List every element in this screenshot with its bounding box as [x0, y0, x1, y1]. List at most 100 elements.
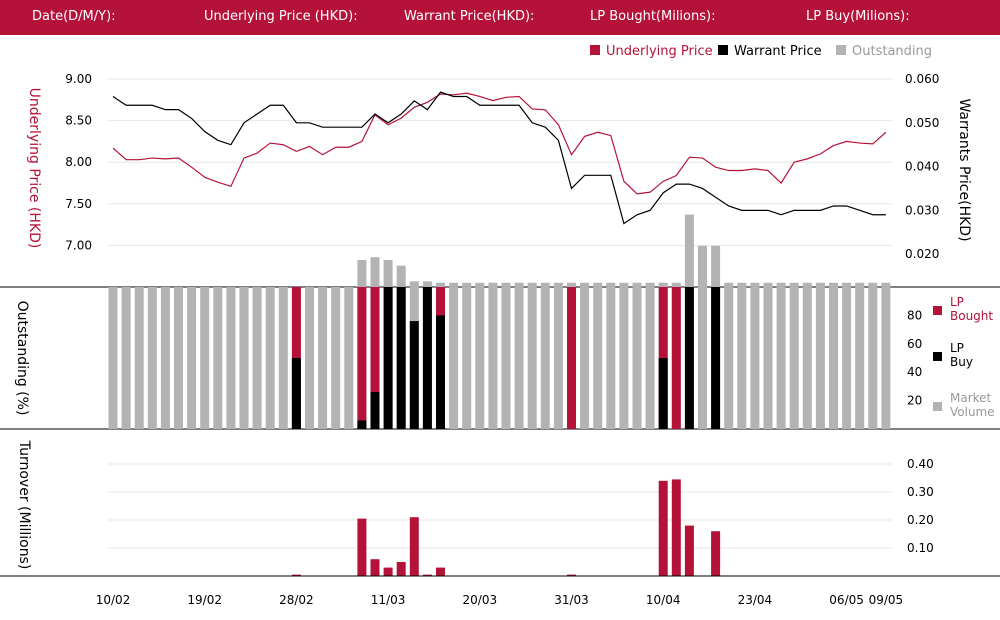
right-tick-label: 0.020 — [905, 247, 939, 261]
outstanding-bar — [789, 282, 799, 429]
x-tick-label: 28/02 — [279, 593, 314, 607]
lp-buy-bar — [409, 321, 419, 429]
outstanding-bar — [213, 287, 223, 429]
turnover-bar — [396, 562, 406, 576]
turnover-bar — [567, 574, 576, 576]
underlying-price-line — [112, 92, 887, 195]
outstanding-bar — [763, 282, 773, 429]
legend-label: LP Bought — [950, 295, 993, 323]
turnover-bar — [383, 567, 393, 576]
outstanding-bar — [108, 287, 118, 429]
lp-buy-bar — [658, 358, 668, 429]
outstanding-tick-label: 40 — [907, 365, 922, 379]
left-tick-label: 7.50 — [65, 197, 92, 211]
outstanding-bar — [278, 287, 288, 429]
outstanding-bar — [475, 282, 485, 429]
x-tick-label: 31/03 — [554, 593, 589, 607]
turnover-bar — [409, 517, 419, 576]
outstanding-bar — [724, 282, 734, 429]
lp-buy-bar — [396, 287, 406, 429]
turnover-bar — [658, 480, 668, 576]
outstanding-bar — [200, 287, 210, 429]
turnover-bar — [357, 518, 367, 576]
x-tick-label: 06/05 — [829, 593, 864, 607]
legend-swatch — [933, 306, 942, 315]
outstanding-bar — [449, 282, 459, 429]
outstanding-bar — [252, 287, 262, 429]
lp-buy-label: LP Buy(Milions): — [806, 9, 910, 24]
outstanding-bar — [802, 282, 812, 429]
outstanding-bar — [147, 287, 157, 429]
right-axis-label: Warrants Price(HKD) — [956, 98, 972, 241]
lp-bought-label: LP Bought(Milions): — [590, 9, 716, 24]
outstanding-bar — [737, 282, 747, 429]
turnover-tick-label: 0.20 — [907, 513, 934, 527]
lp-buy-bar — [422, 287, 432, 429]
outstanding-bar — [553, 282, 563, 429]
lp-buy-bar — [370, 392, 380, 429]
outstanding-bar — [239, 287, 249, 429]
right-tick-label: 0.040 — [905, 160, 939, 174]
legend-swatch — [933, 352, 942, 361]
outstanding-tick-label: 20 — [907, 394, 922, 408]
x-tick-label: 11/03 — [371, 593, 406, 607]
lp-bought-bar — [370, 287, 380, 429]
left-tick-label: 9.00 — [65, 72, 92, 86]
x-tick-label: 23/04 — [738, 593, 773, 607]
outstanding-bar — [174, 287, 183, 429]
header-bar: Date(D/M/Y): Underlying Price (HKD): War… — [0, 0, 1000, 35]
right-tick-label: 0.030 — [905, 203, 939, 217]
outstanding-bar — [187, 287, 197, 429]
outstanding-bar — [462, 282, 472, 429]
legend-swatch — [718, 45, 728, 55]
outstanding-bar — [265, 287, 275, 429]
x-tick-label: 20/03 — [463, 593, 498, 607]
left-tick-label: 7.00 — [65, 238, 92, 252]
turnover-bar — [291, 574, 301, 576]
lp-buy-bar — [357, 420, 367, 429]
outstanding-bar — [645, 282, 655, 429]
outstanding-bar — [318, 287, 328, 429]
legend-swatch — [933, 402, 942, 411]
outstanding-bar — [619, 282, 629, 429]
right-tick-label: 0.060 — [905, 72, 939, 86]
lp-buy-bar — [291, 358, 301, 429]
left-tick-label: 8.00 — [65, 155, 92, 169]
outstanding-bar — [331, 287, 341, 429]
turnover-bar — [684, 525, 694, 576]
outstanding-bar — [488, 282, 498, 429]
lp-bought-bar — [567, 287, 576, 429]
outstanding-bar — [514, 282, 524, 429]
x-tick-label: 09/05 — [869, 593, 904, 607]
legend-label: Warrant Price — [734, 44, 822, 59]
outstanding-bar — [540, 282, 550, 429]
outstanding-bar — [527, 282, 537, 429]
outstanding-bar — [776, 282, 786, 429]
outstanding-bar — [829, 282, 838, 429]
outstanding-bar — [344, 287, 354, 429]
legend-label: Market Volume — [950, 391, 995, 419]
outstanding-bar — [580, 282, 590, 429]
outstanding-axis-label: Outstanding (%) — [14, 301, 30, 416]
date-label: Date(D/M/Y): — [32, 9, 116, 24]
outstanding-bar — [632, 282, 642, 429]
outstanding-bar — [750, 282, 760, 429]
x-tick-label: 10/04 — [646, 593, 681, 607]
lp-buy-bar — [383, 287, 393, 429]
outstanding-bar — [868, 282, 878, 429]
turnover-tick-label: 0.10 — [907, 541, 934, 555]
outstanding-tick-label: 60 — [907, 337, 922, 351]
outstanding-bar — [593, 282, 603, 429]
outstanding-bar — [226, 287, 236, 429]
legend-label: Underlying Price — [606, 44, 713, 59]
lp-bought-bar — [357, 287, 367, 429]
left-tick-label: 8.50 — [65, 114, 92, 128]
right-tick-label: 0.050 — [905, 116, 939, 130]
turnover-bar — [422, 574, 432, 576]
outstanding-bar — [855, 282, 865, 429]
turnover-axis-label: Turnover (Millions) — [16, 440, 32, 570]
outstanding-bar — [501, 282, 511, 429]
warrant-price-label: Warrant Price(HKD): — [404, 9, 535, 24]
left-axis-label: Underlying Price (HKD) — [26, 88, 42, 249]
